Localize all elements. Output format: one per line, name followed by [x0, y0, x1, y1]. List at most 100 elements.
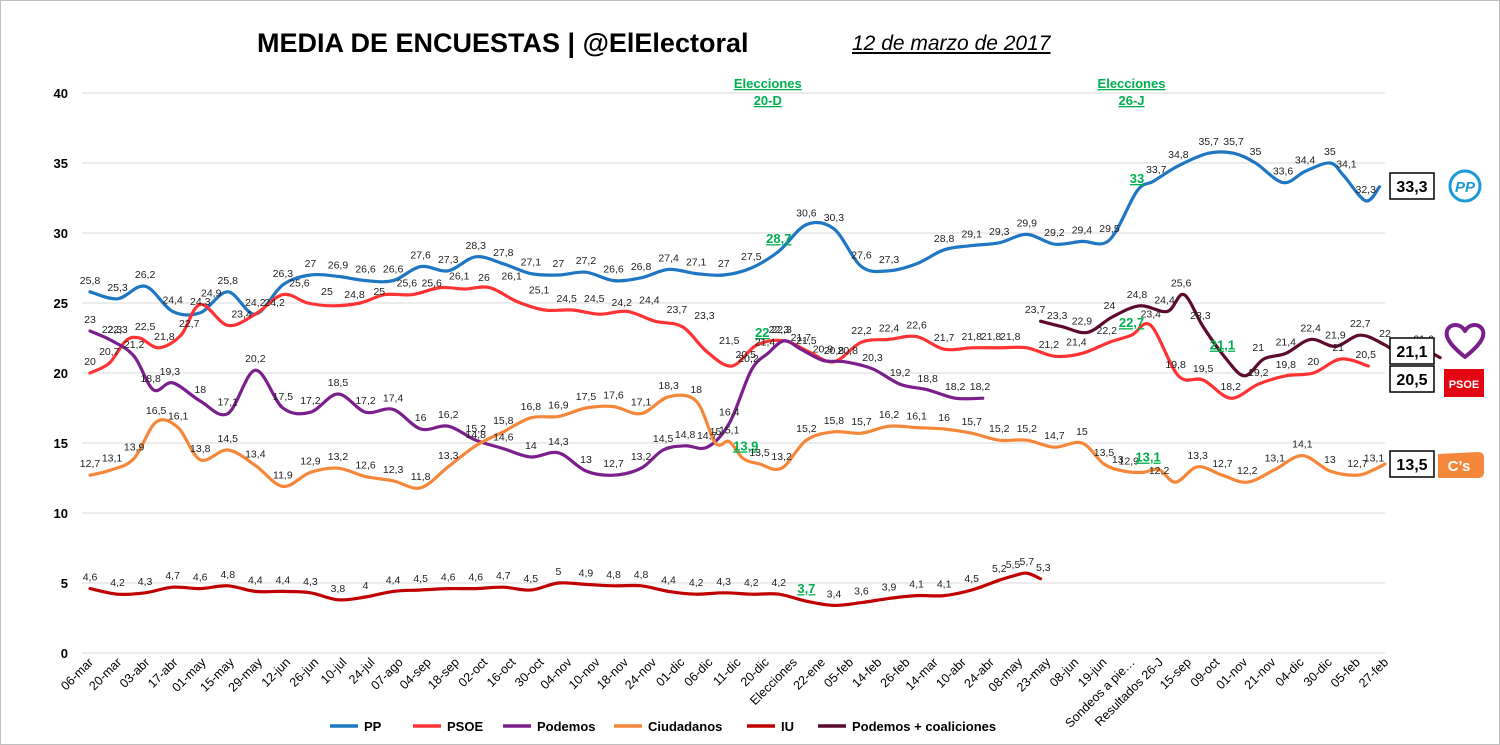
podemos-heart-icon [1444, 323, 1486, 359]
legend-label: PP [364, 719, 382, 734]
y-tick-label: 25 [54, 296, 68, 311]
data-label: 23,3 [694, 310, 715, 322]
data-label: 18,2 [1220, 381, 1241, 393]
election-annotation: 26-J [1118, 93, 1144, 108]
data-label: 30,3 [824, 212, 845, 224]
data-label: 21 [1332, 342, 1344, 354]
legend-label: IU [781, 719, 794, 734]
data-label: 23,3 [1047, 310, 1068, 322]
data-label: 14,8 [675, 429, 696, 441]
data-label: 4,4 [248, 574, 263, 586]
data-label: 5,7 [1020, 556, 1035, 568]
data-label: 14,1 [1292, 439, 1313, 451]
end-value-box [1389, 450, 1435, 478]
end-value-label: 33,3 [1396, 179, 1427, 196]
data-label: 25,6 [289, 278, 310, 290]
data-label: 29,9 [1017, 217, 1038, 229]
data-label: 21,5 [796, 335, 817, 347]
data-label: 4,3 [138, 576, 153, 588]
data-label: 16,8 [521, 401, 542, 413]
data-label: 35 [1324, 146, 1336, 158]
data-label: 25 [321, 286, 333, 298]
data-label: 15 [710, 426, 722, 438]
data-label: 21,4 [1276, 336, 1297, 348]
end-value-box [1389, 365, 1435, 393]
data-label: 18 [194, 384, 206, 396]
data-label: 16,2 [879, 409, 900, 421]
pp-logo-icon [1448, 169, 1482, 203]
data-label: 35,7 [1198, 136, 1219, 148]
data-label: 22,3 [107, 324, 128, 336]
election-annotation: Elecciones [1098, 76, 1166, 91]
x-tick-label: 06-dic [681, 655, 715, 689]
data-label: 22,3 [102, 324, 123, 336]
data-label: 24,2 [612, 297, 633, 309]
data-label: 29,2 [1044, 227, 1065, 239]
x-tick-label: 02-oct [456, 655, 491, 690]
data-label: 26,6 [383, 264, 404, 276]
data-label: 34,1 [1336, 159, 1357, 171]
data-label: 4,7 [165, 570, 180, 582]
y-tick-label: 20 [54, 366, 68, 381]
data-label: 18,3 [658, 380, 679, 392]
end-value-label: 20,5 [1396, 372, 1427, 389]
data-label: 15,8 [493, 415, 514, 427]
data-label: 29,3 [989, 226, 1010, 238]
data-label: 33,7 [1146, 164, 1167, 176]
data-label: 21,8 [961, 331, 982, 343]
data-label: 27,3 [438, 254, 459, 266]
data-label: 16,2 [438, 409, 459, 421]
data-label: 19,2 [1248, 367, 1269, 379]
data-label: 22,4 [879, 322, 900, 334]
data-label: 27,8 [493, 247, 514, 259]
data-label: 22,7 [1350, 318, 1371, 330]
y-tick-label: 15 [54, 436, 68, 451]
data-label: 12,6 [355, 460, 376, 472]
data-label: 33 [1130, 171, 1144, 186]
data-label: 21 [1252, 342, 1264, 354]
data-label: 4,1 [909, 579, 924, 591]
data-label: 19,5 [1193, 363, 1214, 375]
data-label: 17,5 [273, 391, 294, 403]
data-label: 5,2 [992, 563, 1007, 575]
data-label: 14,3 [548, 436, 569, 448]
data-label: 24,2 [264, 297, 285, 309]
data-label: 20,8 [824, 345, 845, 357]
data-label: 12,2 [1237, 465, 1258, 477]
data-label: 3,4 [827, 588, 842, 600]
data-label: 23,4 [231, 308, 252, 320]
data-label: 24,8 [1127, 289, 1148, 301]
data-label: 4,6 [441, 572, 456, 584]
data-label: 4,2 [744, 577, 759, 589]
x-tick-label: 27-feb [1356, 655, 1391, 690]
data-label: 15,8 [824, 415, 845, 427]
x-tick-label: 12-jun [259, 655, 294, 690]
data-label: 28,3 [466, 240, 487, 252]
data-label: 5 [555, 566, 561, 578]
x-tick-label: 07-ago [368, 655, 405, 692]
data-label: 17,2 [300, 395, 321, 407]
data-label: 4,8 [220, 569, 235, 581]
data-label: 22,7 [1119, 315, 1144, 330]
chart-title: MEDIA DE ENCUESTAS | @ElElectoral [257, 28, 749, 58]
y-tick-label: 10 [54, 506, 68, 521]
x-tick-label: 14-mar [903, 655, 941, 693]
data-label: 18,8 [917, 373, 938, 385]
data-label: 26,6 [603, 264, 624, 276]
data-label: 19,8 [1276, 359, 1297, 371]
series-line-podemos [88, 329, 985, 477]
data-label: 20,3 [862, 352, 883, 364]
data-label: 4,6 [83, 572, 98, 584]
x-tick-label: 26-jun [287, 655, 322, 690]
data-label: 24 [1104, 300, 1116, 312]
data-label: 4,4 [661, 574, 676, 586]
data-label: 20,9 [813, 343, 834, 355]
legend-label: PSOE [447, 719, 483, 734]
x-tick-label: 21-nov [1242, 655, 1279, 692]
data-label: 27 [553, 258, 565, 270]
data-label: 23 [84, 314, 96, 326]
data-label: 13,1 [1135, 450, 1160, 465]
data-label: 26,6 [355, 264, 376, 276]
data-label: 20,5 [1355, 349, 1376, 361]
data-label: 15,2 [1017, 423, 1038, 435]
